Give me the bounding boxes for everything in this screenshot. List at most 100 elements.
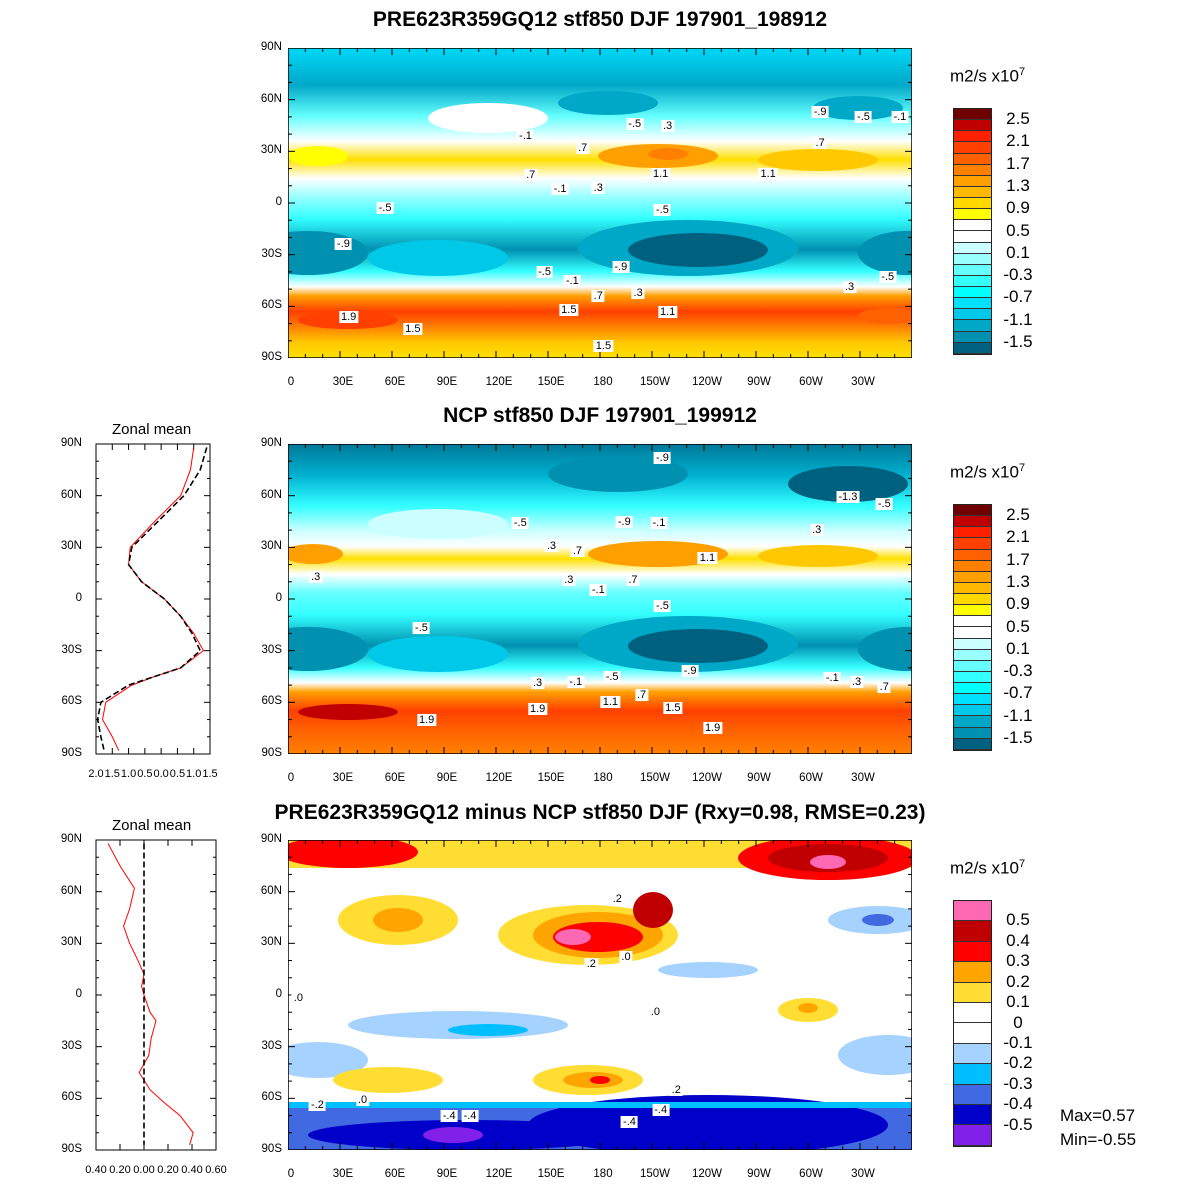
contour-label: -.5 <box>875 498 893 511</box>
colorbar-label: -0.7 <box>1003 287 1033 307</box>
colorbar-label: 0.3 <box>1006 951 1030 971</box>
zonal-x-tick-label: 0.00 <box>133 1164 155 1176</box>
colorbar-box <box>954 242 991 254</box>
lon-label: 60W <box>799 1168 823 1180</box>
colorbar-box <box>954 275 991 287</box>
lat-label: 30N <box>260 540 282 553</box>
lon-label: 0 <box>287 1168 295 1180</box>
zonal-lat-label: 90S <box>61 1143 82 1155</box>
colorbar-box <box>954 505 991 517</box>
lat-label: 60S <box>261 695 282 708</box>
colorbar-box <box>954 153 991 165</box>
zonal-x-tick-label: 1.0 <box>186 768 202 780</box>
colorbar-box <box>954 705 991 717</box>
lat-label: 30S <box>261 643 282 656</box>
lat-label: 90S <box>261 747 282 759</box>
contour-label: 1.1 <box>657 305 678 318</box>
colorbar-box <box>954 1023 991 1044</box>
contour-label: 1.9 <box>527 703 548 716</box>
zonal-x-tick-label: 0.20 <box>109 1164 131 1176</box>
contour-label: 1.1 <box>651 167 671 180</box>
colorbar-label: -1.1 <box>1003 705 1033 725</box>
zonal-line-pre623r359gq12 <box>101 447 205 751</box>
zonal-lat-label: 60N <box>60 488 82 501</box>
colorbar-box <box>954 538 991 550</box>
colorbar-label: 0.9 <box>1006 198 1030 218</box>
lon-label: 60W <box>799 376 823 388</box>
colorbar-box <box>954 264 991 276</box>
contour-label: -.5 <box>413 622 430 635</box>
lon-label: 30E <box>332 1168 354 1180</box>
colorbar-box <box>954 1003 991 1024</box>
contour-label: 1.5 <box>559 303 579 316</box>
colorbar-box <box>954 716 991 728</box>
colorbar-box <box>954 627 991 639</box>
contour-label: 1.9 <box>339 310 359 323</box>
contour-label: .0 <box>619 951 633 964</box>
lon-label: 60E <box>384 376 406 388</box>
contour-label: -.4 <box>461 1109 479 1122</box>
colorbar-box <box>954 186 991 198</box>
colorbar-label: -0.4 <box>1003 1094 1033 1114</box>
lon-label: 150E <box>537 772 565 784</box>
zonal-mean-plot-1 <box>95 443 211 755</box>
contour-label: .0 <box>648 1006 663 1019</box>
lat-label: 30S <box>261 1039 282 1052</box>
colorbar-label: -0.3 <box>1003 1073 1033 1093</box>
contour-label: -.5 <box>879 271 897 284</box>
map-panel-2 <box>288 444 912 754</box>
contour-label: .3 <box>631 286 645 299</box>
colorbar-label: 0.2 <box>1006 971 1030 991</box>
colorbar-label: 2.5 <box>1006 505 1030 525</box>
colorbar-box <box>954 638 991 650</box>
zonal-x-tick-label: 2.0 <box>88 768 104 780</box>
zonal-lat-label: 90N <box>60 833 82 845</box>
colorbar-label: 0.1 <box>1006 638 1030 658</box>
lon-label: 30W <box>851 376 875 388</box>
lon-label: 30W <box>851 1168 875 1180</box>
colorbar-label: -0.1 <box>1003 1032 1033 1052</box>
zonal-mean-title-1: Zonal mean <box>112 421 192 438</box>
max-value: Max=0.57 <box>1060 1106 1136 1125</box>
colorbar-box <box>954 660 991 672</box>
zonal-x-tick-label: 1.5 <box>104 768 120 780</box>
map-panel-1 <box>288 48 912 358</box>
lon-label: 150W <box>639 376 671 388</box>
lon-label: 90W <box>747 1168 771 1180</box>
lon-label: 180 <box>593 376 613 388</box>
colorbar-box <box>954 1084 991 1106</box>
contour-label: -.9 <box>612 260 630 273</box>
zonal-x-tick-label: 1.0 <box>120 768 137 780</box>
contour-label: 1.1 <box>600 696 621 709</box>
lon-label: 150E <box>537 376 565 388</box>
lat-label: 30N <box>260 144 282 157</box>
colorbar-box <box>954 982 991 1004</box>
lat-label: 0 <box>275 196 282 208</box>
colorbar-box <box>954 109 991 121</box>
colorbar-label: 1.7 <box>1006 153 1030 173</box>
zonal-x-tick-label: 0.20 <box>157 1164 179 1176</box>
colorbar-box <box>954 560 991 572</box>
zonal-x-tick-label: 0.60 <box>205 1164 227 1176</box>
lat-label: 90S <box>261 1143 282 1155</box>
contour-label: -.9 <box>681 665 699 678</box>
contour-label: .7 <box>576 141 590 154</box>
contour-label: .7 <box>635 689 649 702</box>
contour-label: -.4 <box>440 1109 458 1122</box>
contour-label: .7 <box>591 290 605 302</box>
contour-label: -1.3 <box>836 491 860 504</box>
lon-label: 60W <box>799 772 823 784</box>
lat-label: 60S <box>261 1091 282 1104</box>
colorbar-label: 2.5 <box>1006 109 1030 129</box>
contour-label: .3 <box>309 570 323 583</box>
lon-label: 120W <box>691 772 723 784</box>
colorbar-box <box>954 516 991 528</box>
lat-label: 30N <box>260 936 282 949</box>
lat-label: 60S <box>261 299 282 312</box>
lon-label: 90E <box>436 376 458 388</box>
colorbar-box <box>954 901 991 922</box>
contour-label: .3 <box>531 677 545 690</box>
zonal-lat-label: 0 <box>75 592 82 604</box>
lon-label: 60E <box>384 1168 406 1180</box>
plot-frame <box>95 839 217 1151</box>
